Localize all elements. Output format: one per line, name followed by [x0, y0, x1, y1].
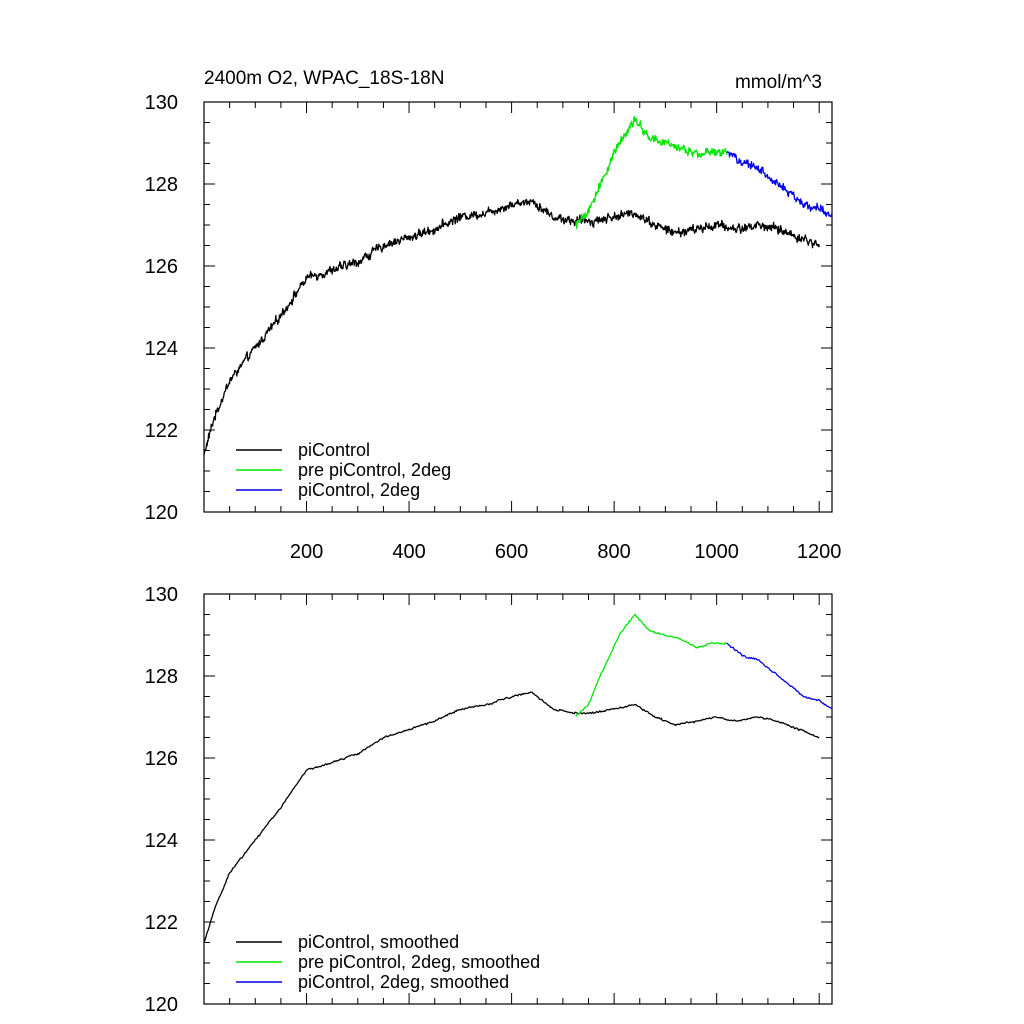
x-tick-label: 1000: [694, 541, 739, 563]
legend-label: piControl, 2deg: [298, 480, 420, 500]
series-line-picontrol-2deg: [726, 151, 833, 218]
legend-label: piControl, smoothed: [298, 932, 459, 952]
series-line-picontrol: [203, 198, 820, 456]
y-tick-label: 122: [145, 420, 178, 442]
x-tick-label: 800: [597, 541, 630, 563]
y-tick-label: 126: [145, 748, 178, 770]
y-tick-label: 124: [145, 338, 178, 360]
y-tick-label: 126: [145, 256, 178, 278]
x-tick-label: 1200: [797, 541, 842, 563]
figure-title: 2400m O2, WPAC_18S-18N: [204, 68, 444, 89]
y-tick-label: 128: [145, 174, 178, 196]
bottom-panel: 120 122 124 126 128 130 piControl, smoothedpre…: [145, 584, 833, 1016]
y-tick-label: 130: [145, 584, 178, 606]
series-line-pre-picontrol-2deg: [575, 116, 728, 230]
y-tick-label: 122: [145, 912, 178, 934]
y-tick-label: 124: [145, 830, 178, 852]
x-tick-label: 200: [290, 541, 323, 563]
series-line-picontrol-smoothed: [203, 691, 820, 943]
y-tick-label: 120: [145, 502, 178, 524]
x-tick-label: 400: [392, 541, 425, 563]
series-line-pre-picontrol-2deg-smoothed: [575, 613, 727, 717]
units-label: mmol/m^3: [735, 72, 822, 93]
y-tick-label: 130: [145, 92, 178, 114]
legend-label: piControl, 2deg, smoothed: [298, 972, 509, 992]
x-tick-label: 600: [495, 541, 528, 563]
legend-label: pre piControl, 2deg: [298, 460, 451, 480]
top-panel: 200 400 600 800 1000 1200 120 122 124 126 128 130 pi…: [145, 92, 842, 563]
series-line-picontrol-2deg-smoothed: [726, 642, 832, 709]
legend-label: piControl: [298, 440, 370, 460]
legend-label: pre piControl, 2deg, smoothed: [298, 952, 540, 972]
y-tick-label: 128: [145, 666, 178, 688]
y-tick-label: 120: [145, 994, 178, 1016]
